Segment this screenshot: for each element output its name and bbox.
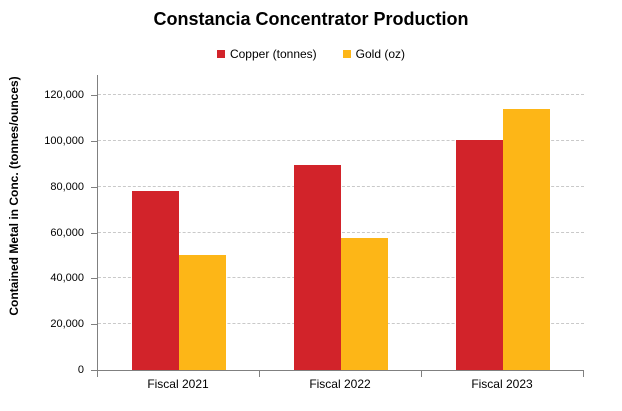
y-tick-label-0: 0	[77, 364, 84, 376]
x-tick-mark-3	[583, 371, 584, 377]
bar-copper-fiscal-2021	[132, 191, 179, 370]
legend: Copper (tonnes) Gold (oz)	[0, 47, 622, 61]
copper-swatch-icon	[216, 50, 225, 58]
y-tick-label-40000: 40,000	[50, 272, 84, 285]
legend-item-gold: Gold (oz)	[342, 47, 406, 61]
y-tick-mark-80000	[91, 186, 97, 188]
y-tick-label-20000: 20,000	[50, 318, 84, 331]
y-tick-label-60000: 60,000	[50, 226, 84, 239]
y-tick-mark-0	[91, 370, 97, 371]
bar-gold-fiscal-2022	[341, 238, 388, 370]
y-tick-label-100000: 100,000	[44, 134, 84, 147]
y-tick-label-120000: 120,000	[44, 89, 84, 101]
chart-title: Constancia Concentrator Production	[153, 9, 469, 29]
y-tick-mark-40000	[91, 278, 97, 280]
bar-copper-fiscal-2023	[456, 139, 503, 370]
legend-label-copper: Copper (tonnes)	[229, 47, 317, 61]
x-tick-mark-0	[97, 371, 98, 377]
x-tick-mark-2	[421, 371, 422, 377]
y-tick-label-80000: 80,000	[50, 180, 84, 193]
bar-copper-fiscal-2022	[294, 164, 341, 370]
x-tick-label-fiscal-2022: Fiscal 2022	[309, 377, 371, 391]
gold-swatch-icon	[342, 50, 351, 58]
gridline-120000	[98, 94, 584, 95]
bar-gold-fiscal-2023	[503, 108, 550, 370]
y-tick-mark-20000	[91, 324, 97, 326]
x-tick-mark-1	[259, 371, 260, 377]
gridline-60000	[98, 231, 584, 233]
y-tick-mark-100000	[91, 140, 97, 142]
x-tick-label-fiscal-2021: Fiscal 2021	[147, 377, 209, 391]
y-tick-mark-60000	[91, 232, 97, 234]
x-tick-label-fiscal-2023: Fiscal 2023	[471, 377, 533, 391]
y-tick-mark-120000	[91, 95, 97, 96]
plot-area	[97, 75, 584, 371]
bar-gold-fiscal-2021	[179, 255, 226, 370]
y-axis-title: Contained Metal in Conc. (tonnes/ounces)	[7, 76, 21, 316]
legend-label-gold: Gold (oz)	[355, 47, 406, 61]
gridline-80000	[98, 185, 584, 187]
legend-item-copper: Copper (tonnes)	[216, 47, 317, 61]
gridline-100000	[98, 139, 584, 141]
